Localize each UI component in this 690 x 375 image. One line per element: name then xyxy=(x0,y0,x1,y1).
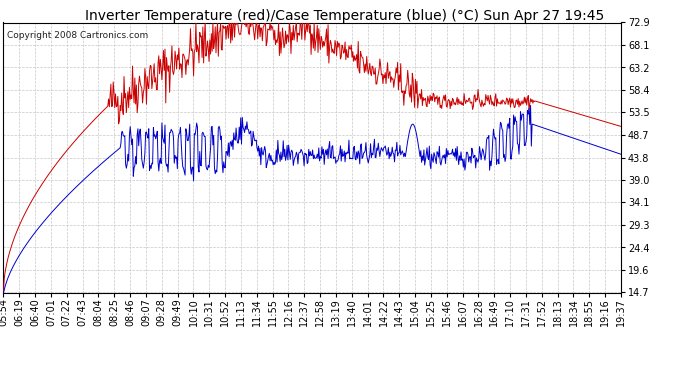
Text: Inverter Temperature (red)/Case Temperature (blue) (°C) Sun Apr 27 19:45: Inverter Temperature (red)/Case Temperat… xyxy=(86,9,604,23)
Text: Copyright 2008 Cartronics.com: Copyright 2008 Cartronics.com xyxy=(6,31,148,40)
